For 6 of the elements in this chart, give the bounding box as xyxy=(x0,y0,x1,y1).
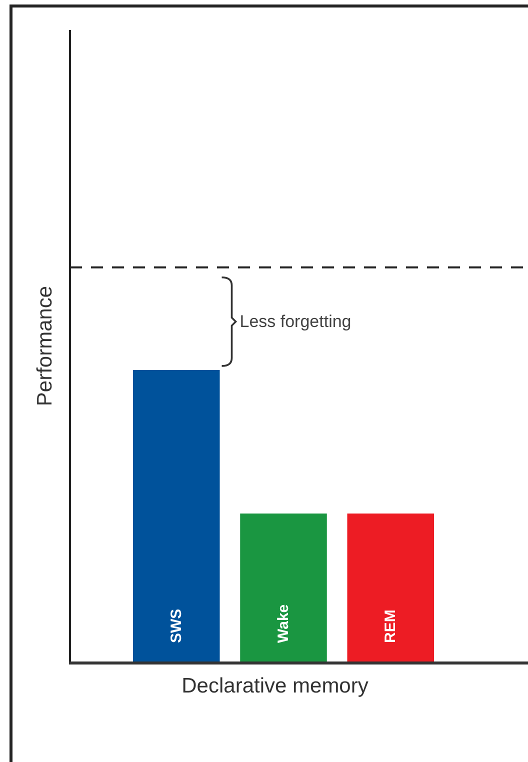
x-tick-label: SWS xyxy=(168,608,185,643)
x-tick-label: REM xyxy=(382,610,400,643)
x-tick-label: Wake xyxy=(275,604,292,643)
y-axis-title: Performance xyxy=(34,286,56,406)
text: Less forgetting xyxy=(240,312,352,332)
x-axis-title: Declarative memory xyxy=(182,674,369,698)
